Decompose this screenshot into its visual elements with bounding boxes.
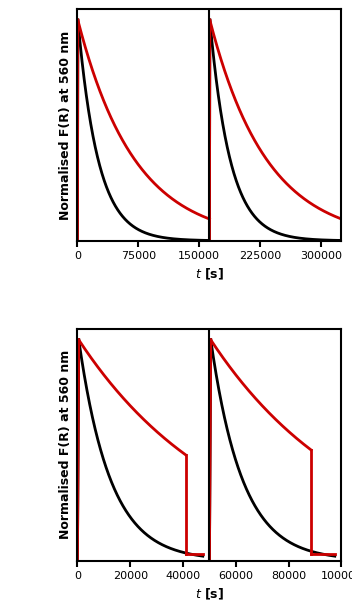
- X-axis label: $\mathit{t}$ [s]: $\mathit{t}$ [s]: [195, 587, 224, 602]
- Y-axis label: Normalised F(R) at 560 nm: Normalised F(R) at 560 nm: [59, 350, 72, 539]
- Y-axis label: Normalised F(R) at 560 nm: Normalised F(R) at 560 nm: [59, 30, 72, 219]
- X-axis label: $\mathit{t}$ [s]: $\mathit{t}$ [s]: [195, 267, 224, 282]
